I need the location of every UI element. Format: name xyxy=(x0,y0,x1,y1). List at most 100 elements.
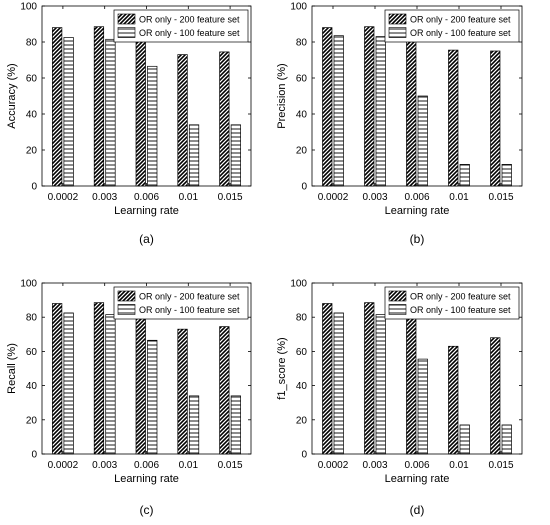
x-tick-label: 0.0002 xyxy=(318,460,349,471)
legend-entry: OR only - 100 feature set xyxy=(139,28,240,38)
panel-caption: (a) xyxy=(139,232,154,246)
y-tick-label: 60 xyxy=(296,74,308,85)
bar xyxy=(135,310,146,455)
bar xyxy=(52,303,63,455)
bar xyxy=(501,164,512,187)
bar xyxy=(333,312,344,455)
bar xyxy=(105,314,116,455)
x-tick-label: 0.0002 xyxy=(48,192,79,203)
bar xyxy=(417,95,428,187)
bar xyxy=(364,302,375,455)
y-axis-label: f1_score (%) xyxy=(276,337,288,399)
bar xyxy=(105,38,116,187)
bar xyxy=(135,34,146,187)
x-tick-label: 0.003 xyxy=(362,192,387,203)
y-tick-label: 40 xyxy=(26,110,38,121)
bar xyxy=(501,424,512,455)
y-tick-label: 100 xyxy=(20,2,37,13)
y-axis-label: Recall (%) xyxy=(6,343,18,394)
bar xyxy=(230,124,241,187)
bar xyxy=(219,51,230,187)
bar xyxy=(230,395,241,455)
bar xyxy=(147,65,158,187)
bar xyxy=(448,49,459,187)
bar xyxy=(322,303,333,455)
x-tick-label: 0.015 xyxy=(218,192,243,203)
y-tick-label: 60 xyxy=(26,347,38,358)
legend-swatch xyxy=(388,13,407,25)
bar xyxy=(459,164,470,187)
legend-swatch xyxy=(117,290,136,302)
bar xyxy=(448,345,459,455)
chart-panel: 0 20 40 60 80 100 0.0002 0.003 0.006 0.01 0.015 Lea… xyxy=(276,279,523,517)
x-tick-label: 0.01 xyxy=(449,460,469,471)
y-tick-label: 40 xyxy=(26,381,38,392)
x-tick-label: 0.006 xyxy=(404,192,429,203)
x-tick-label: 0.006 xyxy=(134,460,159,471)
bar xyxy=(417,358,428,455)
y-tick-label: 40 xyxy=(296,110,308,121)
chart-panel: 0 20 40 60 80 100 0.0002 0.003 0.006 0.01 0.015 Lea… xyxy=(276,2,523,246)
legend-swatch xyxy=(388,290,407,302)
legend-swatch xyxy=(388,27,407,38)
bar xyxy=(406,34,417,187)
y-tick-label: 0 xyxy=(301,450,307,461)
x-axis-label: Learning rate xyxy=(114,205,179,217)
legend-entry: OR only - 200 feature set xyxy=(139,15,240,25)
bar xyxy=(490,337,501,455)
x-tick-label: 0.003 xyxy=(92,460,117,471)
chart-panel: 0 20 40 60 80 100 0.0002 0.003 0.006 0.01 0.015 Lea… xyxy=(6,279,252,517)
legend-swatch xyxy=(117,304,136,315)
bar xyxy=(333,35,344,187)
x-tick-label: 0.015 xyxy=(218,460,243,471)
y-tick-label: 40 xyxy=(296,381,308,392)
y-tick-label: 80 xyxy=(26,313,38,324)
legend-swatch xyxy=(117,27,136,38)
legend-box xyxy=(384,9,520,43)
bar xyxy=(188,124,200,187)
bar xyxy=(63,37,74,187)
x-axis-label: Learning rate xyxy=(385,473,450,485)
x-tick-label: 0.01 xyxy=(449,192,469,203)
chart-panel: 0 20 40 60 80 100 0.0002 0.003 0.006 0.01 0.015 Lea… xyxy=(6,2,252,246)
bar xyxy=(93,302,105,455)
y-tick-label: 100 xyxy=(20,279,37,290)
y-tick-label: 0 xyxy=(31,182,37,193)
bar xyxy=(52,27,63,187)
panel-caption: (d) xyxy=(410,503,425,517)
legend-box xyxy=(384,286,520,320)
y-tick-label: 20 xyxy=(296,146,308,157)
y-tick-label: 20 xyxy=(26,146,38,157)
x-tick-label: 0.015 xyxy=(488,192,513,203)
x-axis-label: Learning rate xyxy=(114,473,179,485)
bar xyxy=(459,424,470,455)
bar xyxy=(375,36,386,187)
y-tick-label: 80 xyxy=(296,313,308,324)
y-axis-label: Precision (%) xyxy=(276,63,288,128)
bar xyxy=(147,339,158,455)
x-axis-label: Learning rate xyxy=(385,205,450,217)
bar xyxy=(63,312,74,455)
x-tick-label: 0.006 xyxy=(134,192,159,203)
legend-entry: OR only - 100 feature set xyxy=(410,28,511,38)
y-tick-label: 60 xyxy=(296,347,308,358)
bar xyxy=(177,54,188,187)
x-tick-label: 0.01 xyxy=(179,460,199,471)
bar xyxy=(406,310,417,455)
bar xyxy=(219,326,230,455)
x-tick-label: 0.003 xyxy=(92,192,117,203)
legend-entry: OR only - 100 feature set xyxy=(139,305,240,315)
x-tick-label: 0.015 xyxy=(488,460,513,471)
bar xyxy=(93,26,105,187)
y-tick-label: 80 xyxy=(26,38,38,49)
bar xyxy=(490,50,501,187)
bar xyxy=(322,27,333,187)
panel-caption: (b) xyxy=(410,232,425,246)
legend-entry: OR only - 200 feature set xyxy=(139,292,240,302)
legend-box xyxy=(113,286,249,320)
y-tick-label: 100 xyxy=(290,279,307,290)
x-tick-label: 0.0002 xyxy=(318,192,349,203)
y-tick-label: 100 xyxy=(290,2,307,13)
